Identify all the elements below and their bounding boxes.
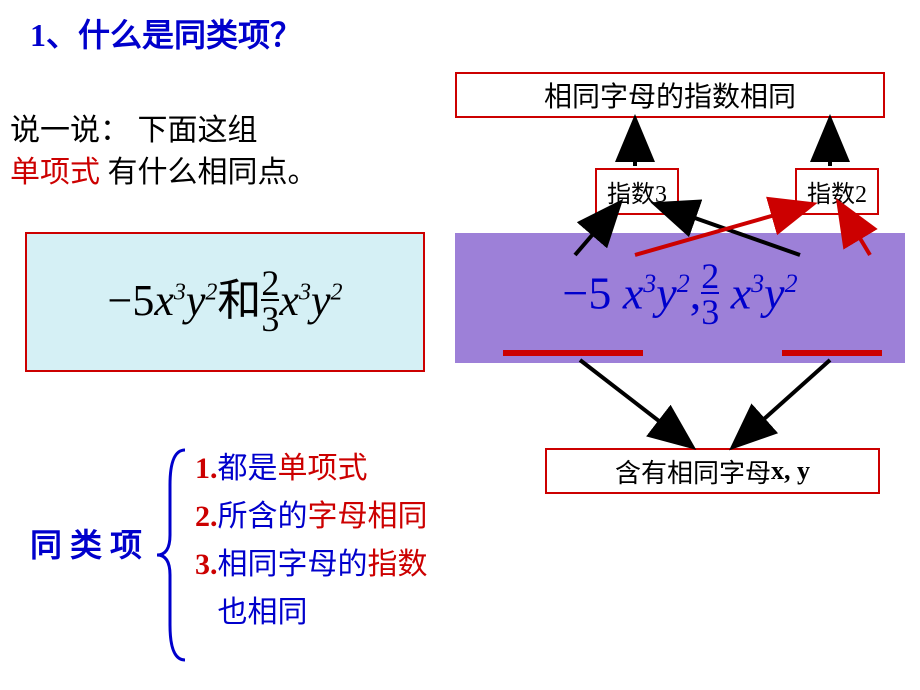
rf-num: 2 <box>701 260 719 292</box>
si3-n: 3. <box>195 541 218 589</box>
rf-sep: , <box>690 268 702 319</box>
si2-n: 2. <box>195 493 218 541</box>
underline-term2 <box>782 350 882 356</box>
summary-item-1: 1. 都是单项式 <box>195 445 428 493</box>
lf-y2: y <box>311 276 331 325</box>
brace-icon <box>155 445 195 665</box>
right-formula-box: −5 x3y2,23 x3y2 <box>455 233 905 363</box>
subtitle-line1: 说一说： 下面这组 <box>10 114 258 147</box>
lf-den: 3 <box>261 299 279 337</box>
si2-red: 字母相同 <box>308 500 428 533</box>
same-letter-box: 含有相同字母x, y <box>545 448 880 494</box>
rf-coef: −5 <box>562 268 611 319</box>
rf-x1: x <box>623 268 643 319</box>
rf-e32: 3 <box>751 269 764 298</box>
lf-e21: 2 <box>205 279 217 305</box>
underline-term1 <box>503 350 643 356</box>
si1-n: 1. <box>195 445 218 493</box>
page-title: 1、什么是同类项？ <box>30 10 302 56</box>
rf-y1: y <box>656 268 676 319</box>
rf-e31: 3 <box>643 269 656 298</box>
rf-e21: 2 <box>677 269 690 298</box>
lf-e32: 3 <box>299 279 311 305</box>
subtitle: 说一说： 下面这组 单项式 有什么相同点。 <box>10 110 318 194</box>
lf-x1: x <box>154 276 174 325</box>
rf-x2: x <box>731 268 751 319</box>
bottom-xy: x, y <box>771 456 810 486</box>
right-formula: −5 x3y2,23 x3y2 <box>562 263 797 333</box>
lf-conj: 和 <box>217 276 261 325</box>
summary-item-3: 3. 相同字母的指数也相同 <box>195 541 428 637</box>
si1-pre: 都是 <box>218 452 278 485</box>
left-formula-box: −5x3y2和23x3y2 <box>25 232 425 372</box>
summary-item-2: 2. 所含的字母相同 <box>195 493 428 541</box>
lf-frac: 23 <box>261 267 279 337</box>
rf-den: 3 <box>701 292 719 330</box>
rf-e22: 2 <box>785 269 798 298</box>
top-same-exponent-box: 相同字母的指数相同 <box>455 72 885 118</box>
left-formula: −5x3y2和23x3y2 <box>108 264 343 340</box>
summary-label: 同 类 项 <box>30 520 142 566</box>
si1-red: 单项式 <box>278 452 368 485</box>
exponent-3-box: 指数3 <box>595 168 679 215</box>
rf-y2: y <box>764 268 784 319</box>
subtitle-line2-rest: 有什么相同点。 <box>100 156 318 189</box>
si3-pre: 相同字母的 <box>218 548 368 581</box>
si3-cont: 也相同 <box>218 596 308 629</box>
lf-coef1: −5 <box>108 276 155 325</box>
subtitle-monomial: 单项式 <box>10 156 100 189</box>
si3-red: 指数 <box>368 548 428 581</box>
lf-num: 2 <box>261 267 279 299</box>
si2-pre: 所含的 <box>218 500 308 533</box>
lf-y1: y <box>186 276 206 325</box>
lf-e31: 3 <box>174 279 186 305</box>
lf-x2: x <box>279 276 299 325</box>
bottom-pre: 含有相同字母 <box>615 453 771 490</box>
lf-e22: 2 <box>330 279 342 305</box>
summary-list: 1. 都是单项式 2. 所含的字母相同 3. 相同字母的指数也相同 <box>195 445 428 637</box>
exponent-2-box: 指数2 <box>795 168 879 215</box>
rf-frac: 23 <box>701 260 719 330</box>
